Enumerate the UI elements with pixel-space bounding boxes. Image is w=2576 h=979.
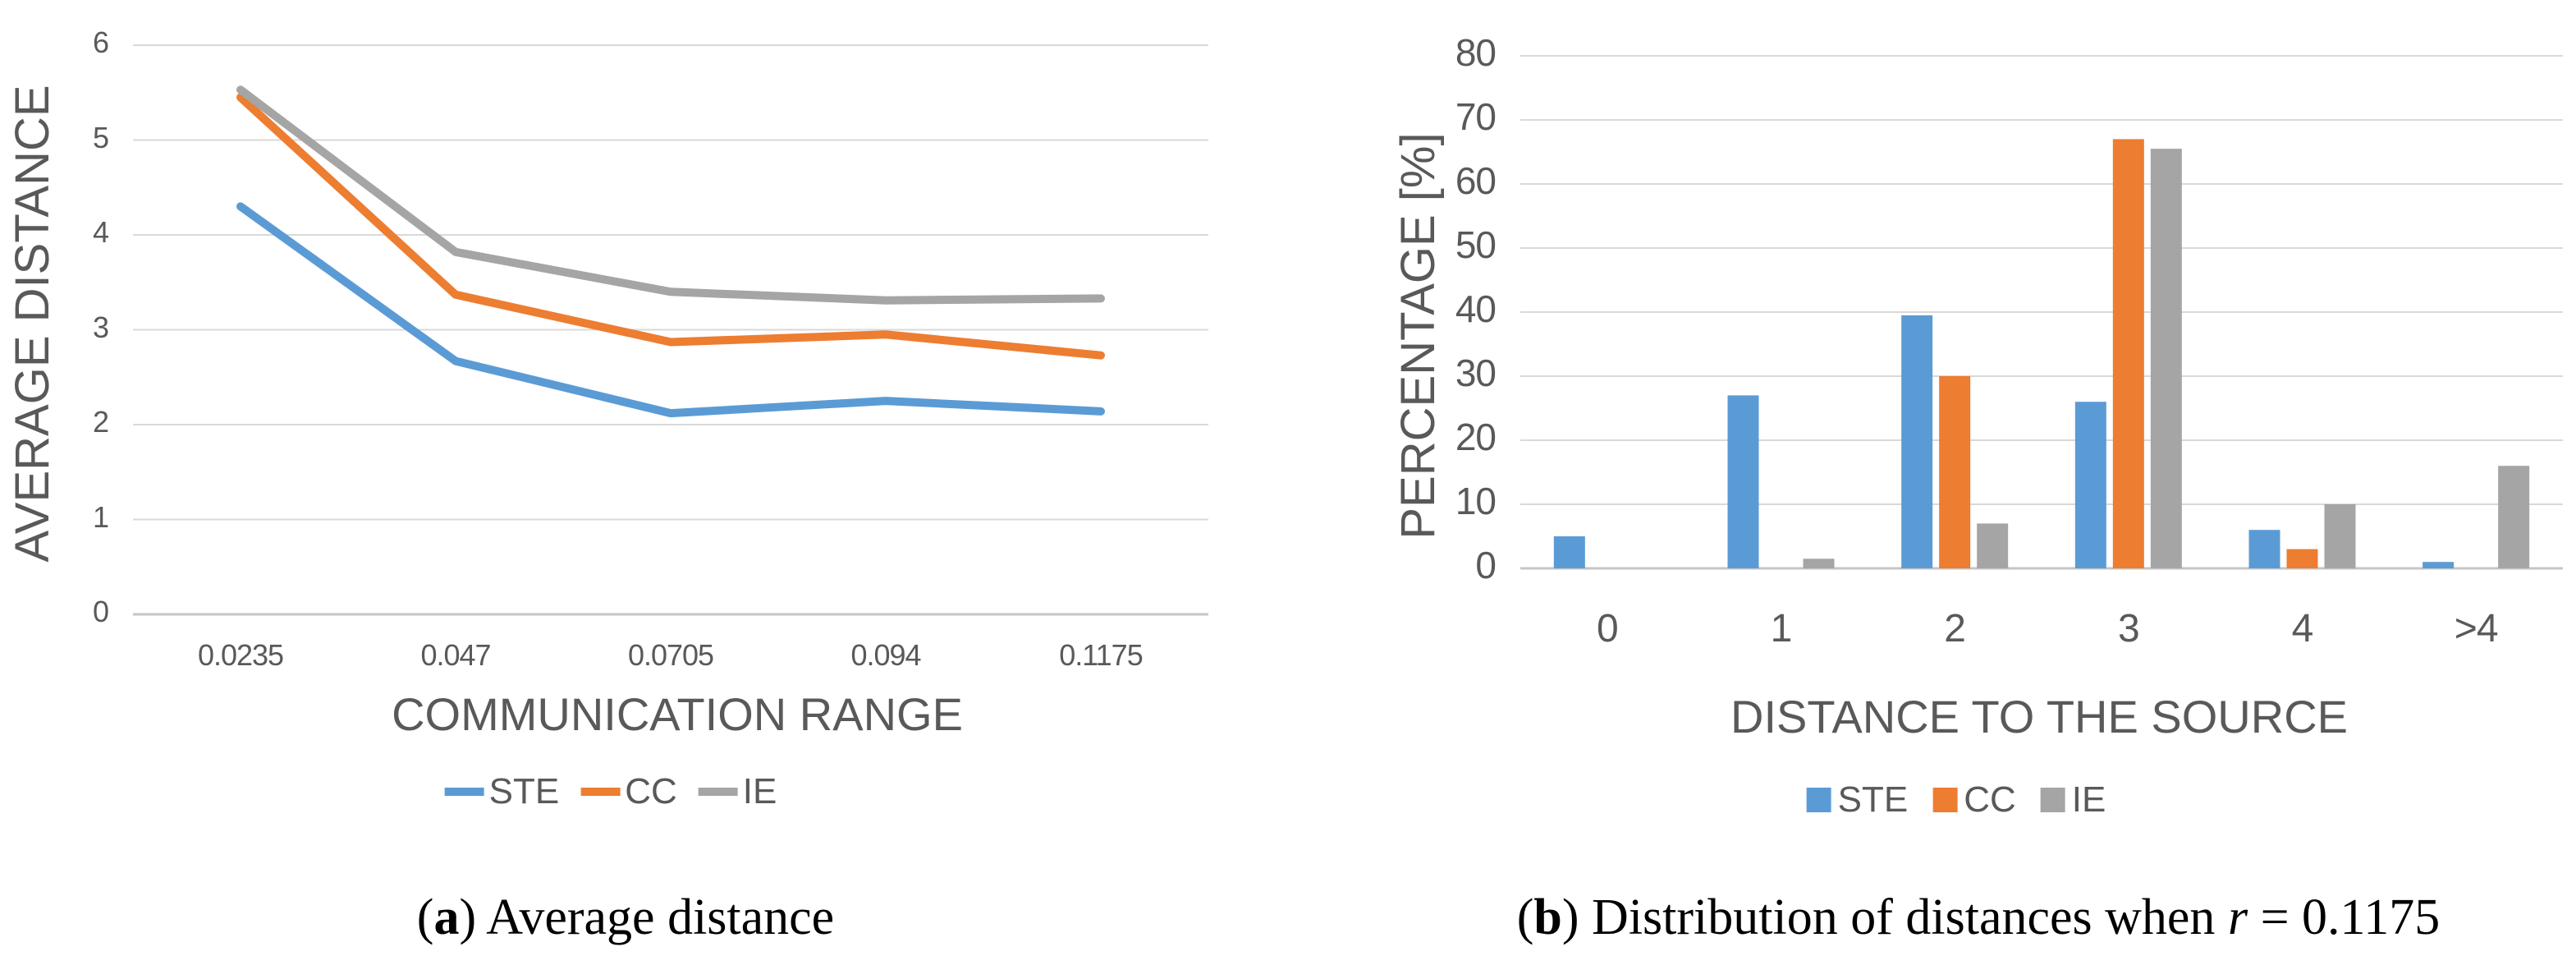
legend-label: IE bbox=[742, 771, 777, 811]
x-tick-label: 4 bbox=[2291, 607, 2314, 650]
caption-close-paren: ) bbox=[459, 889, 487, 945]
bar-ie-1 bbox=[1803, 558, 1835, 568]
ste-square-swatch bbox=[1806, 788, 1831, 812]
y-tick-label: 1 bbox=[92, 499, 109, 534]
y-tick-label: 5 bbox=[92, 120, 109, 154]
y-tick-label: 80 bbox=[1455, 31, 1497, 75]
y-tick-label: 6 bbox=[92, 25, 109, 60]
cc-line-swatch bbox=[580, 788, 621, 796]
y-tick-label: 50 bbox=[1455, 223, 1497, 267]
bar-ste-4 bbox=[2248, 530, 2280, 568]
legend-label: CC bbox=[625, 771, 677, 811]
caption-text: Distribution of distances when bbox=[1592, 889, 2228, 945]
y-tick-label: 30 bbox=[1455, 352, 1497, 395]
line-series-cc bbox=[236, 93, 1105, 360]
legend-line-chart: STE CC IE bbox=[444, 771, 777, 811]
bar-ie-3 bbox=[2150, 149, 2182, 568]
x-tick-label: >4 bbox=[2454, 607, 2499, 650]
x-tick-label: 0.047 bbox=[420, 638, 491, 672]
caption-open-paren: ( bbox=[416, 889, 434, 945]
ie-square-swatch bbox=[2040, 788, 2065, 812]
caption-panel-letter: b bbox=[1533, 889, 1562, 945]
y-tick-label: 2 bbox=[92, 405, 109, 439]
caption-text: Average distance bbox=[486, 889, 835, 945]
ste-line-swatch bbox=[444, 788, 484, 796]
caption-close-paren: ) bbox=[1561, 889, 1593, 945]
line-series-ste bbox=[236, 202, 1105, 418]
legend-item-ste: STE bbox=[1806, 779, 1909, 820]
y-tick-label: 20 bbox=[1455, 416, 1497, 459]
y-tick-label: 40 bbox=[1455, 287, 1497, 331]
bar-ie-2 bbox=[1977, 523, 2009, 568]
bar-cc-4 bbox=[2286, 549, 2318, 568]
bar-ie->4 bbox=[2498, 466, 2530, 568]
x-tick-label: 3 bbox=[2117, 607, 2140, 650]
y-tick-label: 0 bbox=[1475, 544, 1497, 587]
caption-value: = 0.1175 bbox=[2248, 889, 2441, 945]
caption-panel-letter: a bbox=[433, 889, 460, 945]
bar-cc-2 bbox=[1939, 376, 1971, 568]
bar-ste->4 bbox=[2422, 562, 2455, 568]
y-tick-label: 0 bbox=[92, 595, 109, 629]
bar-ste-3 bbox=[2074, 402, 2106, 568]
legend-label: IE bbox=[2071, 779, 2106, 820]
x-tick-label: 0.0705 bbox=[627, 638, 714, 672]
y-tick-label: 60 bbox=[1455, 159, 1497, 203]
y-tick-label: 10 bbox=[1455, 480, 1497, 523]
y-tick-label: 70 bbox=[1455, 95, 1497, 139]
legend-bar-chart: STE CC IE bbox=[1806, 779, 2106, 820]
caption-panel-a: (a) Average distance bbox=[133, 889, 1118, 947]
caption-panel-b: (b) Distribution of distances when r = 0… bbox=[1363, 889, 2576, 947]
x-tick-label: 2 bbox=[1944, 607, 1966, 650]
bar-ste-0 bbox=[1553, 536, 1585, 568]
line-chart-svg bbox=[133, 44, 1208, 616]
caption-open-paren: ( bbox=[1516, 889, 1534, 945]
legend-label: CC bbox=[1964, 779, 2016, 820]
y-tick-label: 3 bbox=[92, 310, 109, 344]
legend-item-cc: CC bbox=[580, 774, 677, 810]
x-tick-label: 0.0235 bbox=[197, 638, 284, 672]
caption-variable-r: r bbox=[2227, 889, 2248, 945]
bar-cc-3 bbox=[2112, 139, 2144, 568]
x-axis-title-distance-to-source: DISTANCE TO THE SOURCE bbox=[1730, 691, 2348, 742]
bar-ste-2 bbox=[1901, 315, 1933, 568]
ie-line-swatch bbox=[698, 788, 738, 796]
bar-ie-4 bbox=[2324, 504, 2356, 568]
cc-square-swatch bbox=[1932, 788, 1958, 812]
bar-ste-1 bbox=[1727, 395, 1759, 568]
legend-item-ste: STE bbox=[444, 771, 560, 811]
x-tick-label: 1 bbox=[1770, 607, 1793, 650]
legend-item-ie: IE bbox=[698, 771, 777, 811]
legend-item-cc: CC bbox=[1932, 782, 2016, 818]
x-axis-title-communication-range: COMMUNICATION RANGE bbox=[392, 688, 963, 740]
x-tick-label: 0.1175 bbox=[1059, 638, 1143, 672]
bar-chart-svg bbox=[1520, 55, 2563, 570]
x-tick-label: 0 bbox=[1596, 607, 1619, 650]
x-tick-label: 0.094 bbox=[850, 638, 921, 672]
legend-label: STE bbox=[1837, 779, 1909, 820]
y-tick-label: 4 bbox=[92, 215, 109, 250]
line-series-ie bbox=[236, 85, 1105, 305]
legend-item-ie: IE bbox=[2040, 779, 2106, 820]
legend-label: STE bbox=[488, 771, 560, 811]
